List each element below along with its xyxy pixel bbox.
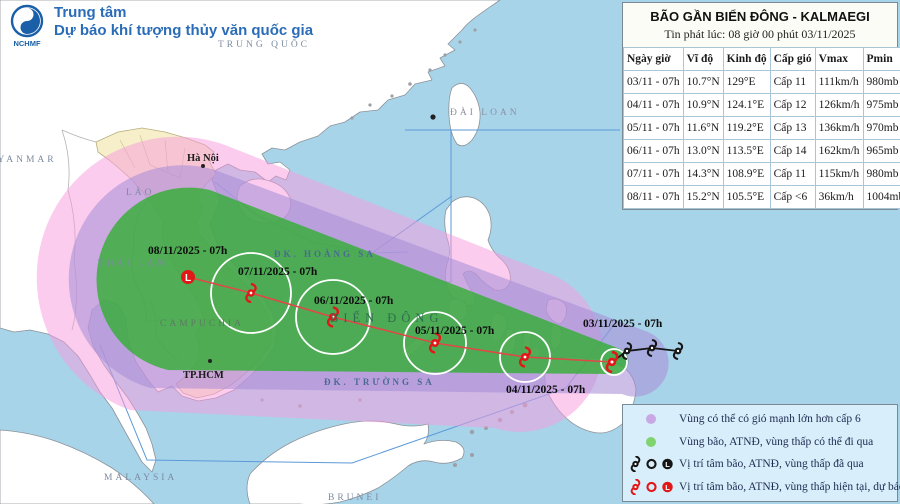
nchmf-logo-block: NCHMF Trung tâm Dự báo khí tượng thủy vă… <box>8 4 313 48</box>
city-markers: Hà Nội TP.HCM <box>183 153 224 381</box>
map-legend: Vùng có thể có gió mạnh lớn hơn cấp 6 Vù… <box>622 404 900 502</box>
storm-path-area <box>96 187 629 375</box>
past-circle-icon <box>645 459 657 470</box>
legend-label: Vùng bão, ATNĐ, vùng thấp có thể đi qua <box>679 435 874 448</box>
geo-labels: TRUNG QUỐC ĐÀI LOAN MYANMAR LÀO THÁI LAN… <box>0 37 520 503</box>
forecast-table-header: Ngày giờ Vĩ độ Kinh độ Cấp gió Vmax Pmin <box>623 47 900 71</box>
track-label-0411: 04/11/2025 - 07h <box>506 384 586 396</box>
forecast-table: Ngày giờ Vĩ độ Kinh độ Cấp gió Vmax Pmin… <box>623 47 900 209</box>
sumatra-island <box>0 429 155 504</box>
forecast-typhoon-icon <box>630 478 640 495</box>
purple-area-swatch <box>646 414 656 425</box>
track-date-labels: 03/11/2025 - 07h 04/11/2025 - 07h 05/11/… <box>148 245 663 396</box>
label-tphcm: TP.HCM <box>183 370 224 381</box>
legend-row-path-area: Vùng bão, ATNĐ, vùng thấp có thể đi qua <box>623 432 897 453</box>
nchmf-abbr: NCHMF <box>13 39 40 48</box>
track-label-0311: 03/11/2025 - 07h <box>583 318 663 330</box>
forecast-low-icon <box>661 481 673 492</box>
forecast-track-line <box>187 276 613 363</box>
col-lon: Kinh độ <box>722 47 771 71</box>
track-label-0611: 06/11/2025 - 07h <box>314 295 394 307</box>
col-lat: Vĩ độ <box>682 47 724 71</box>
label-dai-loan: ĐÀI LOAN <box>450 106 520 118</box>
label-campuchia: CAMPUCHIA <box>160 319 244 329</box>
legend-row-forecast: Vị trí tâm bão, ATNĐ, vùng thấp hiện tại… <box>623 477 900 498</box>
storm-title: BÃO GẦN BIỂN ĐÔNG - KALMAEGI <box>650 9 870 24</box>
label-ha-noi: Hà Nội <box>187 153 219 164</box>
legend-row-past: Vị trí tâm bão, ATNĐ, vùng thấp đã qua <box>623 454 897 475</box>
col-pmin: Pmin <box>862 47 900 71</box>
table-row: 08/11 - 07h 15.2°N 105.5°E Cấp <6 36km/h 1004… <box>623 185 900 209</box>
table-row: 05/11 - 07h 11.6°N 119.2°E Cấp 13 136km/h 970… <box>623 116 900 140</box>
pratas-island-marker <box>430 114 436 120</box>
table-row: 07/11 - 07h 14.3°N 108.9°E Cấp 11 115km/h 980… <box>623 162 900 186</box>
label-trung-quoc: TRUNG QUỐC <box>218 37 310 50</box>
legend-row-wind-area: Vùng có thể có gió mạnh lớn hơn cấp 6 <box>623 409 897 430</box>
col-vmax: Vmax <box>814 47 864 71</box>
track-label-0811: 08/11/2025 - 07h <box>148 245 228 257</box>
track-label-0711: 07/11/2025 - 07h <box>238 266 318 278</box>
org-name-line1: Trung tâm <box>54 4 127 21</box>
label-lao: LÀO <box>126 186 155 198</box>
label-malaysia: MALAYSIA <box>104 473 177 483</box>
past-track-line <box>611 347 679 363</box>
storm-info-panel: BÃO GẦN BIỂN ĐÔNG - KALMAEGI Tin phát lú… <box>622 2 900 210</box>
forecast-circle-icon <box>645 481 657 492</box>
label-bien-dong: BIỂN ĐÔNG <box>330 310 443 325</box>
table-row: 03/11 - 07h 10.7°N 129°E Cấp 11 111km/h 980mb <box>623 70 900 94</box>
col-windlevel: Cấp gió <box>769 47 816 71</box>
label-brunei: BRUNEI <box>328 493 381 503</box>
label-hoang-sa: ĐK. HOÀNG SA <box>274 249 376 259</box>
legend-label: Vùng có thể có gió mạnh lớn hơn cấp 6 <box>679 413 861 426</box>
green-area-swatch <box>646 436 656 447</box>
label-truong-sa: ĐK. TRƯỜNG SA <box>324 377 435 387</box>
org-name-line2: Dự báo khí tượng thủy văn quốc gia <box>54 22 314 39</box>
past-typhoon-icon <box>630 456 640 473</box>
legend-label: Vị trí tâm bão, ATNĐ, vùng thấp đã qua <box>679 458 864 471</box>
legend-label: Vị trí tâm bão, ATNĐ, vùng thấp hiện tại… <box>679 480 900 493</box>
nchmf-logo: NCHMF <box>8 4 46 48</box>
label-thai-lan: THÁI LAN <box>98 257 167 269</box>
table-row: 06/11 - 07h 13.0°N 113.5°E Cấp 14 162km/h 965… <box>623 139 900 163</box>
table-row: 04/11 - 07h 10.9°N 124.1°E Cấp 12 126km/h 975… <box>623 93 900 117</box>
past-low-icon <box>661 459 673 470</box>
col-datetime: Ngày giờ <box>623 47 684 71</box>
nchmf-logo-icon: NCHMF <box>10 4 44 48</box>
issued-time: Tin phát lúc: 08 giờ 00 phút 03/11/2025 <box>664 27 856 41</box>
forecast-position-08-low <box>181 270 195 284</box>
label-myanmar: MYANMAR <box>0 155 57 165</box>
borneo-island <box>246 420 465 504</box>
track-label-0511: 05/11/2025 - 07h <box>415 325 495 337</box>
